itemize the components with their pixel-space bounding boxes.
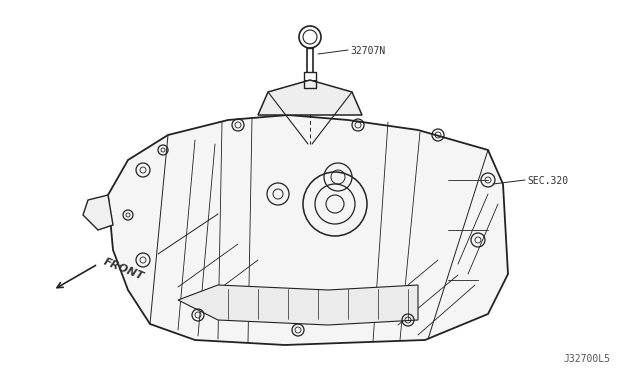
Polygon shape [178,285,418,325]
Polygon shape [108,115,508,345]
Polygon shape [83,195,113,230]
Polygon shape [258,80,362,115]
Text: 32707N: 32707N [350,46,385,56]
Text: FRONT: FRONT [102,256,145,282]
Text: J32700L5: J32700L5 [563,354,610,364]
Text: SEC.320: SEC.320 [527,176,568,186]
